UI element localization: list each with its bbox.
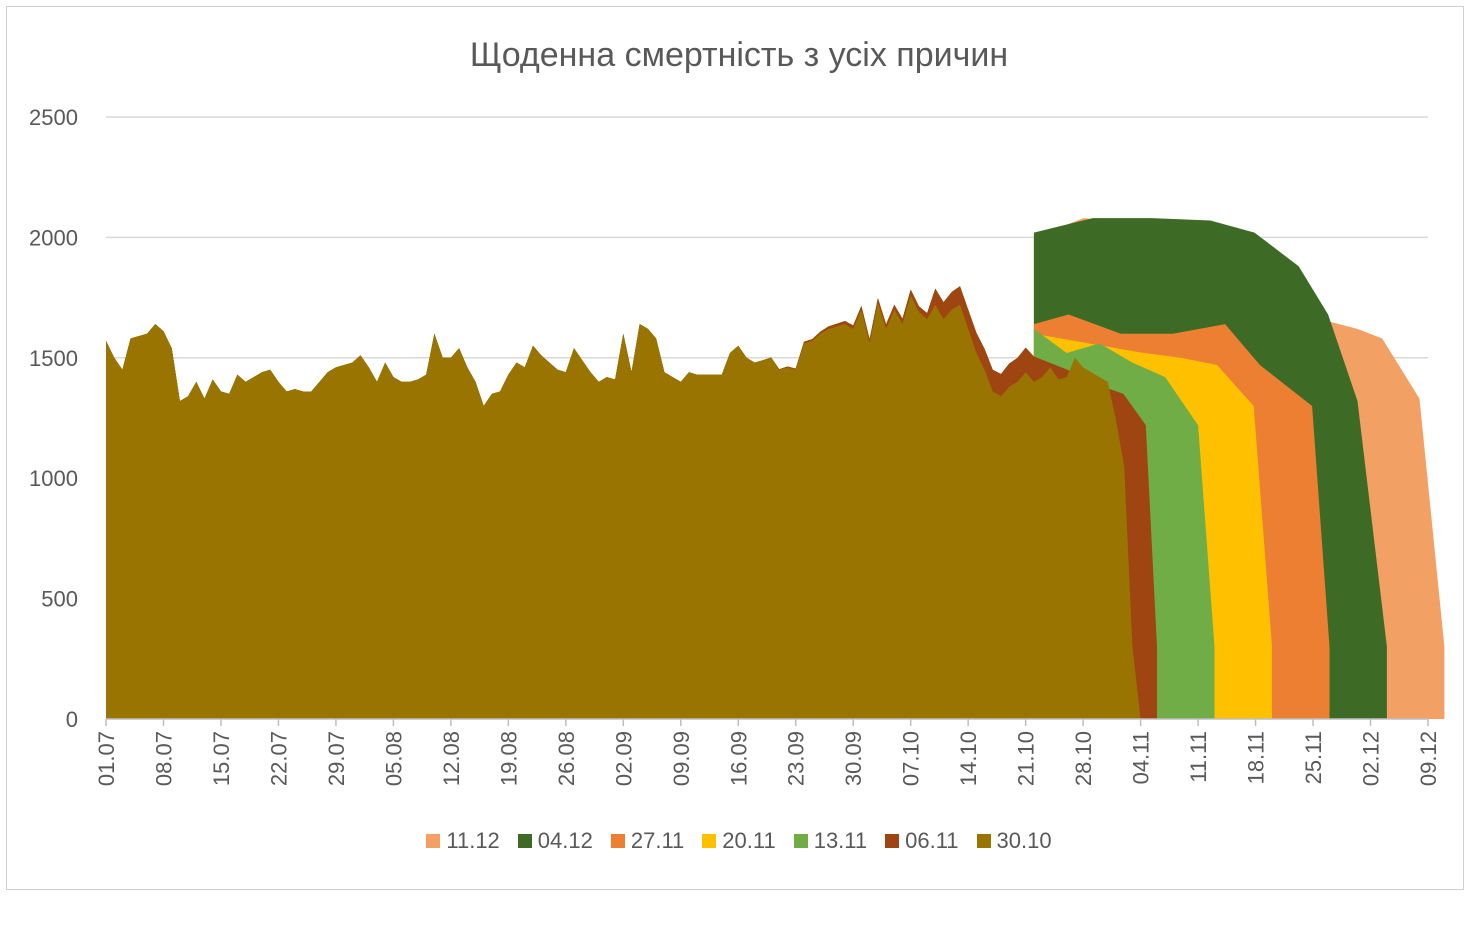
legend-item: 13.11 [793, 828, 868, 854]
y-tick-label: 1500 [29, 346, 78, 371]
legend-swatch [517, 834, 532, 848]
x-tick-label: 28.10 [1071, 731, 1096, 786]
y-tick-label: 2500 [29, 105, 78, 130]
x-tick-label: 22.07 [266, 731, 291, 786]
x-tick-label: 14.10 [956, 731, 981, 786]
legend-swatch [885, 834, 900, 848]
area-series [106, 218, 1445, 719]
x-tick-label: 26.08 [554, 731, 579, 786]
x-tick-label: 11.11 [1186, 731, 1211, 783]
x-tick-label: 25.11 [1301, 731, 1326, 784]
x-axis: 01.07 08.07 15.07 22.07 29.07 05.08 12.08 19.08… [94, 718, 1441, 786]
legend-label: 11.12 [446, 828, 500, 853]
area-series-30-10 [106, 295, 1141, 719]
x-tick-label: 29.07 [324, 731, 349, 786]
y-tick-label: 1000 [29, 466, 78, 491]
legend-swatch [793, 834, 808, 848]
x-tick-label: 16.09 [726, 731, 751, 786]
x-tick-label: 12.08 [439, 731, 464, 786]
legend-item: 11.12 [426, 828, 500, 854]
legend-label: 04.12 [537, 828, 593, 853]
x-tick-label: 18.11 [1244, 731, 1269, 784]
y-tick-label: 500 [41, 587, 78, 612]
x-tick-label: 23.09 [784, 731, 809, 786]
x-tick-label: 05.08 [381, 731, 406, 786]
x-tick-label: 08.07 [151, 731, 176, 786]
x-tick-label: 09.09 [669, 731, 694, 786]
legend-swatch [702, 834, 717, 848]
legend: 11.12 04.12 27.11 20.11 13.11 06.11 30.10 [0, 828, 1473, 854]
legend-item: 20.11 [702, 828, 776, 854]
legend-item: 06.11 [885, 828, 959, 854]
x-tick-label: 30.09 [841, 731, 866, 786]
x-tick-label: 04.11 [1129, 731, 1154, 784]
x-tick-label: 21.10 [1014, 731, 1039, 786]
legend-label: 20.11 [722, 828, 776, 853]
y-tick-label: 0 [66, 707, 78, 732]
x-tick-label: 02.12 [1359, 731, 1384, 786]
x-tick-label: 02.09 [611, 731, 636, 786]
y-tick-label: 2000 [29, 225, 78, 250]
legend-item: 30.10 [976, 828, 1052, 854]
legend-label: 27.11 [630, 828, 685, 853]
x-tick-label: 01.07 [94, 731, 119, 786]
legend-label: 13.11 [813, 828, 868, 853]
legend-label: 30.10 [996, 828, 1052, 853]
x-tick-label: 15.07 [209, 731, 234, 786]
legend-label: 06.11 [905, 828, 959, 853]
x-tick-label: 19.08 [496, 731, 521, 786]
legend-item: 27.11 [610, 828, 685, 854]
chart-title: Щоденна смертність з усіх причин [469, 36, 1009, 74]
y-axis: 0 500 1000 1500 2000 2500 [29, 105, 78, 732]
legend-item: 04.12 [517, 828, 593, 854]
legend-swatch [976, 834, 991, 848]
legend-swatch [426, 834, 441, 848]
legend-swatch [610, 834, 625, 848]
x-tick-label: 09.12 [1416, 731, 1441, 786]
x-tick-label: 07.10 [899, 731, 924, 786]
